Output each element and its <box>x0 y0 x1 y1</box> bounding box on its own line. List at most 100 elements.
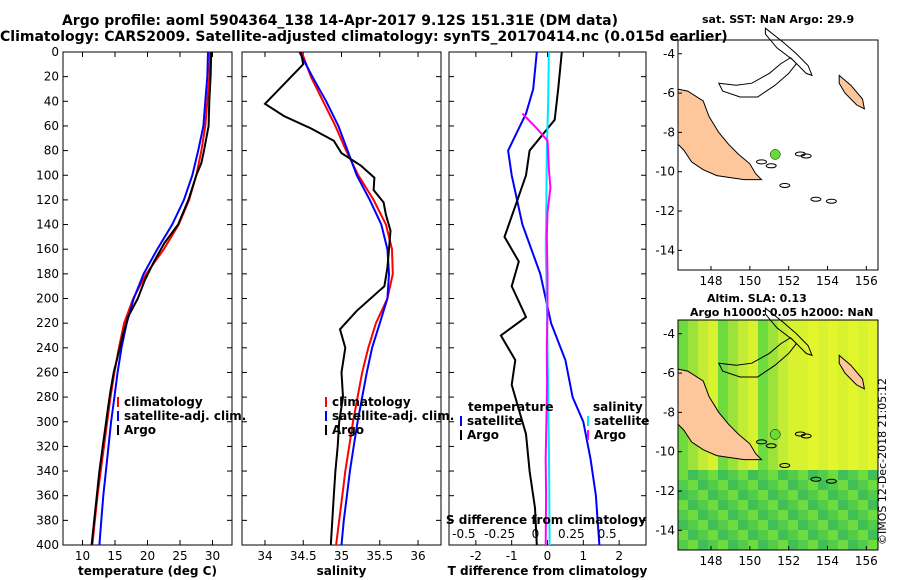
legend-label: Argo <box>467 428 499 442</box>
sla-cell <box>778 530 788 540</box>
sla-cell <box>838 430 848 440</box>
sla-cell <box>698 480 708 490</box>
sla-cell <box>728 340 738 350</box>
y-tick-label: 340 <box>36 464 59 478</box>
sla-cell <box>708 350 718 360</box>
sla-cell <box>738 370 748 380</box>
sla-cell <box>758 530 768 540</box>
sla-cell <box>868 420 878 430</box>
sla-cell <box>678 430 688 440</box>
map-x-tick-label: 154 <box>816 554 839 568</box>
sla-cell <box>738 320 748 330</box>
sla-cell <box>758 430 768 440</box>
sla-cell <box>748 530 758 540</box>
sla-cell <box>758 440 768 450</box>
sla-cell <box>868 520 878 530</box>
sla-cell <box>848 440 858 450</box>
sla-cell <box>708 460 718 470</box>
temperature-panel: 0 20 40 60 80 100 120 140 160 180 200 220 240 260 280 3… <box>36 45 246 578</box>
sla-cell <box>858 390 868 400</box>
sla-cell <box>738 500 748 510</box>
salinity-panel: 34 34.5 35 35.5 36 salinity climatologysatelli… <box>241 51 454 578</box>
series-line-argo <box>263 51 392 546</box>
sla-cell <box>798 410 808 420</box>
sla-cell <box>808 480 818 490</box>
sla-cell <box>838 420 848 430</box>
sla-cell <box>728 470 738 480</box>
coast-islet <box>755 439 767 445</box>
sla-cell <box>868 440 878 450</box>
sla-cell <box>748 410 758 420</box>
sla-cell <box>678 510 688 520</box>
sla-cell <box>678 440 688 450</box>
sla-cell <box>708 510 718 520</box>
sla-cell <box>828 400 838 410</box>
sla-cell <box>728 390 738 400</box>
sla-cell <box>838 410 848 420</box>
sla-cell <box>808 380 818 390</box>
sla-cell <box>758 380 768 390</box>
sla-cell <box>778 350 788 360</box>
map-y-tick-label: -6 <box>663 86 675 100</box>
sla-cell <box>858 510 868 520</box>
sla-cell <box>778 420 788 430</box>
sla-cell <box>678 470 688 480</box>
sla-cell <box>708 480 718 490</box>
sla-cell <box>858 350 868 360</box>
sla-cell <box>808 340 818 350</box>
sla-cell <box>748 340 758 350</box>
sla-cell <box>778 440 788 450</box>
sla-cell <box>748 460 758 470</box>
sla-cell <box>738 410 748 420</box>
sla-cell <box>708 540 718 550</box>
sla-cell <box>858 420 868 430</box>
legend-label: Argo <box>594 428 626 442</box>
sla-cell <box>838 460 848 470</box>
sla-cell <box>708 340 718 350</box>
sla-cell <box>798 400 808 410</box>
sla-cell <box>848 480 858 490</box>
sla-cell <box>718 500 728 510</box>
sla-cell <box>788 400 798 410</box>
sla-cell <box>768 440 778 450</box>
land-new-guinea <box>677 368 763 461</box>
sla-cell <box>828 510 838 520</box>
sla-cell <box>798 480 808 490</box>
sla-cell <box>818 470 828 480</box>
sla-cell <box>848 460 858 470</box>
sla-cell <box>778 500 788 510</box>
sla-cell <box>738 490 748 500</box>
sla-cell <box>728 510 738 520</box>
sla-cell <box>768 380 778 390</box>
sla-cell <box>678 450 688 460</box>
sla-cell <box>778 460 788 470</box>
x-tick-label: 2 <box>615 549 623 563</box>
sst-map-title: sat. SST: NaN Argo: 29.9 <box>702 13 855 26</box>
legend-label: satellite-adj. clim. <box>332 409 454 423</box>
sla-cell <box>788 430 798 440</box>
coast-islet <box>825 478 837 484</box>
sla-cell <box>768 480 778 490</box>
sla-cell <box>728 400 738 410</box>
sla-cell <box>768 400 778 410</box>
sst-map: 148 150 152 154 156 -4 -6 -8 -10 -12 -14 <box>655 27 879 288</box>
sla-cell <box>728 500 738 510</box>
sla-cell <box>798 350 808 360</box>
sla-cell <box>678 350 688 360</box>
sla-cell <box>808 400 818 410</box>
sla-cell <box>718 410 728 420</box>
x2-tick-label: 0 <box>532 527 540 541</box>
sla-cell <box>758 370 768 380</box>
sla-cell <box>798 320 808 330</box>
sla-cell <box>828 480 838 490</box>
sla-cell <box>698 320 708 330</box>
land-new-guinea <box>677 88 763 181</box>
x-tick-label: 35 <box>334 549 349 563</box>
coast-islet <box>755 159 767 165</box>
sla-cell <box>708 470 718 480</box>
sla-cell <box>728 520 738 530</box>
sla-cell <box>868 380 878 390</box>
sla-cell <box>728 410 738 420</box>
sla-cell <box>868 370 878 380</box>
sla-cell <box>748 540 758 550</box>
